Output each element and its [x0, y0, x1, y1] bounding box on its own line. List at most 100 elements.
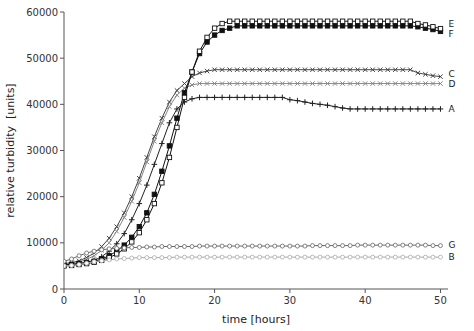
- point: [273, 68, 277, 72]
- point: [355, 81, 359, 85]
- point: [310, 101, 316, 107]
- series-label: F: [448, 29, 453, 39]
- point: [385, 106, 391, 112]
- point: [220, 21, 224, 25]
- point: [243, 68, 247, 72]
- point: [242, 95, 248, 101]
- point: [257, 95, 263, 101]
- point: [415, 106, 421, 112]
- point: [69, 263, 73, 267]
- point: [325, 24, 329, 28]
- point: [393, 255, 397, 259]
- point: [220, 255, 224, 259]
- point: [408, 24, 412, 28]
- point: [205, 244, 209, 248]
- point: [250, 255, 254, 259]
- point: [182, 81, 186, 85]
- point: [438, 255, 442, 259]
- point: [317, 102, 323, 108]
- point: [310, 68, 314, 72]
- point: [378, 19, 382, 23]
- point: [371, 255, 375, 259]
- series-label: E: [448, 19, 454, 29]
- point: [303, 68, 307, 72]
- point: [348, 24, 352, 28]
- point: [264, 95, 270, 101]
- point: [70, 263, 74, 267]
- point: [205, 255, 209, 259]
- point: [288, 68, 292, 72]
- point: [219, 95, 225, 101]
- point: [431, 255, 435, 259]
- point: [249, 95, 255, 101]
- axes: 0102030405001000020000300004000050000600…: [26, 7, 448, 307]
- point: [265, 19, 269, 23]
- point: [190, 70, 194, 74]
- y-tick: [60, 104, 64, 105]
- point: [197, 81, 201, 85]
- point: [220, 81, 224, 85]
- point: [84, 260, 88, 264]
- point: [250, 24, 254, 28]
- y-tick-label: 20000: [26, 191, 58, 202]
- point: [213, 255, 217, 259]
- point: [318, 24, 322, 28]
- point: [204, 95, 210, 101]
- series: [64, 243, 442, 263]
- point: [386, 243, 390, 247]
- point: [159, 141, 165, 147]
- point: [258, 244, 262, 248]
- x-axis-line: [64, 289, 448, 290]
- point: [393, 68, 397, 72]
- point: [265, 244, 269, 248]
- point: [431, 244, 435, 248]
- point: [378, 68, 382, 72]
- point: [326, 255, 330, 259]
- series: [64, 24, 443, 268]
- y-tick: [60, 150, 64, 151]
- point: [77, 263, 81, 267]
- point: [332, 104, 338, 110]
- point: [92, 254, 96, 258]
- point: [431, 25, 435, 29]
- point: [107, 258, 111, 262]
- series-label: D: [448, 79, 455, 89]
- point: [84, 259, 90, 265]
- point: [310, 81, 314, 85]
- point: [400, 106, 406, 112]
- point: [235, 24, 239, 28]
- point: [64, 264, 66, 268]
- point: [408, 106, 414, 112]
- point: [122, 215, 126, 219]
- point: [333, 68, 337, 72]
- point: [100, 248, 104, 252]
- point: [401, 68, 405, 72]
- point: [258, 19, 262, 23]
- point: [416, 21, 420, 25]
- series-line: [64, 97, 440, 265]
- point: [212, 33, 216, 37]
- y-tick-label: 30000: [26, 145, 58, 156]
- point: [378, 243, 382, 247]
- point: [371, 243, 375, 247]
- y-tick: [60, 12, 64, 13]
- point: [205, 81, 209, 85]
- point: [280, 24, 284, 28]
- point: [190, 255, 194, 259]
- point: [130, 235, 134, 239]
- point: [69, 262, 73, 266]
- point: [235, 255, 239, 259]
- point: [416, 255, 420, 259]
- point: [99, 258, 103, 262]
- y-tick-label: 40000: [26, 99, 58, 110]
- point: [303, 81, 307, 85]
- point: [348, 255, 352, 259]
- series: [64, 19, 443, 268]
- point: [401, 24, 405, 28]
- point: [333, 81, 337, 85]
- x-axis-title: time [hours]: [222, 313, 290, 326]
- point: [189, 96, 195, 102]
- point: [152, 201, 156, 205]
- point: [318, 68, 322, 72]
- point: [265, 255, 269, 259]
